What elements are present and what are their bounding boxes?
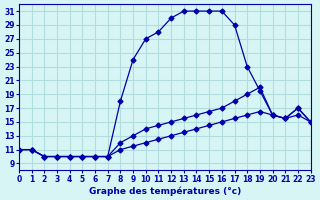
X-axis label: Graphe des températures (°c): Graphe des températures (°c) [89,186,241,196]
